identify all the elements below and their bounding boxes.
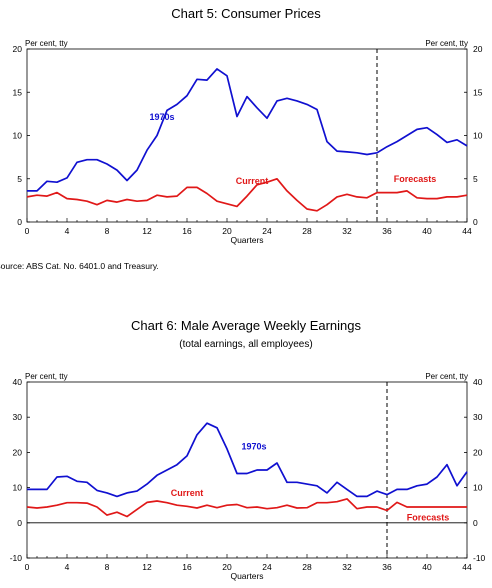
series-line-current [26,177,468,212]
x-axis-label: Quarters [230,235,263,245]
y-tick-label-right: -10 [473,553,486,563]
series-label-1970s: 1970s [241,442,266,452]
chart-subtitle: (total earnings, all employees) [179,339,312,350]
y-tick-label-right: 30 [473,412,483,422]
x-tick-label: 36 [382,226,392,236]
y-tick-label-right: 40 [473,377,483,387]
x-tick-label: 36 [382,562,392,572]
y-tick-label-right: 5 [473,174,478,184]
x-tick-label: 4 [65,562,70,572]
y-tick-label-left: 0 [17,518,22,528]
y-tick-label-right: 0 [473,518,478,528]
y-tick-label-right: 20 [473,447,483,457]
y-tick-label-left: 20 [13,447,23,457]
x-tick-label: 28 [302,226,312,236]
x-tick-label: 28 [302,562,312,572]
y-tick-label-left: 30 [13,412,23,422]
y-tick-label-left: 15 [13,87,23,97]
x-tick-label: 16 [182,562,192,572]
y-tick-label-right: 10 [473,483,483,493]
y-tick-label-left: 20 [13,44,23,54]
y-tick-label-left: 40 [13,377,23,387]
x-tick-label: 32 [342,562,352,572]
chart-title: Chart 5: Consumer Prices [171,6,321,21]
x-tick-label: 20 [222,562,232,572]
y-unit-label-right: Per cent, tty [425,372,468,381]
y-tick-label-left: -10 [10,553,23,563]
y-tick-label-right: 0 [473,217,478,227]
y-tick-label-left: 10 [13,131,23,141]
x-tick-label: 4 [65,226,70,236]
chart-title: Chart 6: Male Average Weekly Earnings [131,318,362,333]
x-axis-label: Quarters [230,571,263,581]
x-tick-label: 12 [142,226,152,236]
y-tick-label-left: 10 [13,483,23,493]
x-tick-label: 8 [105,562,110,572]
x-tick-label: 20 [222,226,232,236]
plot-frame [26,381,468,559]
x-tick-label: 0 [25,226,30,236]
forecasts-annotation: Forecasts [394,174,437,184]
y-unit-label-right: Per cent, tty [425,39,468,48]
x-tick-label: 24 [262,562,272,572]
x-tick-label: 24 [262,226,272,236]
y-tick-label-left: 5 [17,174,22,184]
series-label-current: Current [171,488,204,498]
y-tick-label-left: 0 [17,217,22,227]
x-tick-label: 0 [25,562,30,572]
series-label-current: Current [236,176,269,186]
x-tick-label: 40 [422,226,432,236]
series-line-1970s [27,68,468,192]
series-line-current [26,498,467,518]
x-tick-label: 12 [142,562,152,572]
y-tick-label-right: 15 [473,87,483,97]
y-tick-label-right: 10 [473,131,483,141]
series-label-1970s: 1970s [149,112,174,122]
y-unit-label-left: Per cent, tty [25,39,68,48]
forecasts-annotation: Forecasts [407,513,450,523]
x-tick-label: 44 [462,226,472,236]
chart-male-awe: Chart 6: Male Average Weekly Earnings (t… [10,318,486,581]
x-tick-label: 8 [105,226,110,236]
x-tick-label: 32 [342,226,352,236]
y-tick-label-right: 20 [473,44,483,54]
y-unit-label-left: Per cent, tty [25,372,68,381]
x-tick-label: 44 [462,562,472,572]
chart-source: Source: ABS Cat. No. 6401.0 and Treasury… [0,261,159,271]
x-tick-label: 40 [422,562,432,572]
x-tick-label: 16 [182,226,192,236]
series-line-1970s [27,422,468,498]
